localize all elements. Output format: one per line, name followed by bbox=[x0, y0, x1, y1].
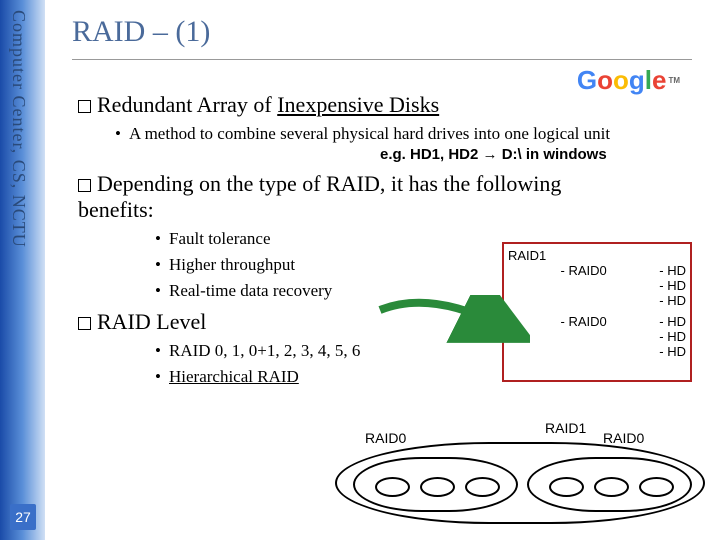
ellipse-raid0-left bbox=[353, 457, 518, 512]
page-title: RAID – (1) bbox=[72, 15, 710, 49]
page-number: 27 bbox=[10, 504, 36, 530]
sidebar: Computer Center, CS, NCTU bbox=[0, 0, 45, 540]
content: RAID – (1) GoogleTM Redundant Array of I… bbox=[60, 0, 710, 540]
diagram-raid0-right-label: RAID0 bbox=[603, 430, 644, 446]
diagram-raid1-label: RAID1 bbox=[545, 420, 586, 436]
raid1-label: RAID1 bbox=[508, 248, 686, 263]
raid0-b: - RAID0 bbox=[561, 314, 607, 359]
ellipse-raid0-right bbox=[527, 457, 692, 512]
raid0-a: - RAID0 bbox=[561, 263, 607, 308]
title-underline bbox=[72, 59, 692, 60]
sidebar-label: Computer Center, CS, NCTU bbox=[8, 10, 29, 248]
curved-arrow-icon bbox=[370, 295, 530, 355]
google-logo: GoogleTM bbox=[577, 65, 680, 96]
raid-hierarchy-box: RAID1 - RAID0 - HD - HD - HD - RAID0 - H… bbox=[502, 242, 692, 382]
diagram-raid0-left-label: RAID0 bbox=[365, 430, 406, 446]
bullet-depending: Depending on the type of RAID, it has th… bbox=[78, 171, 638, 223]
hierarchical-raid-diagram: RAID0 RAID1 RAID0 bbox=[335, 432, 715, 527]
sub-bullet-method: A method to combine several physical har… bbox=[115, 124, 695, 144]
example-text: e.g. HD1, HD2 → D:\ in windows bbox=[380, 146, 710, 163]
